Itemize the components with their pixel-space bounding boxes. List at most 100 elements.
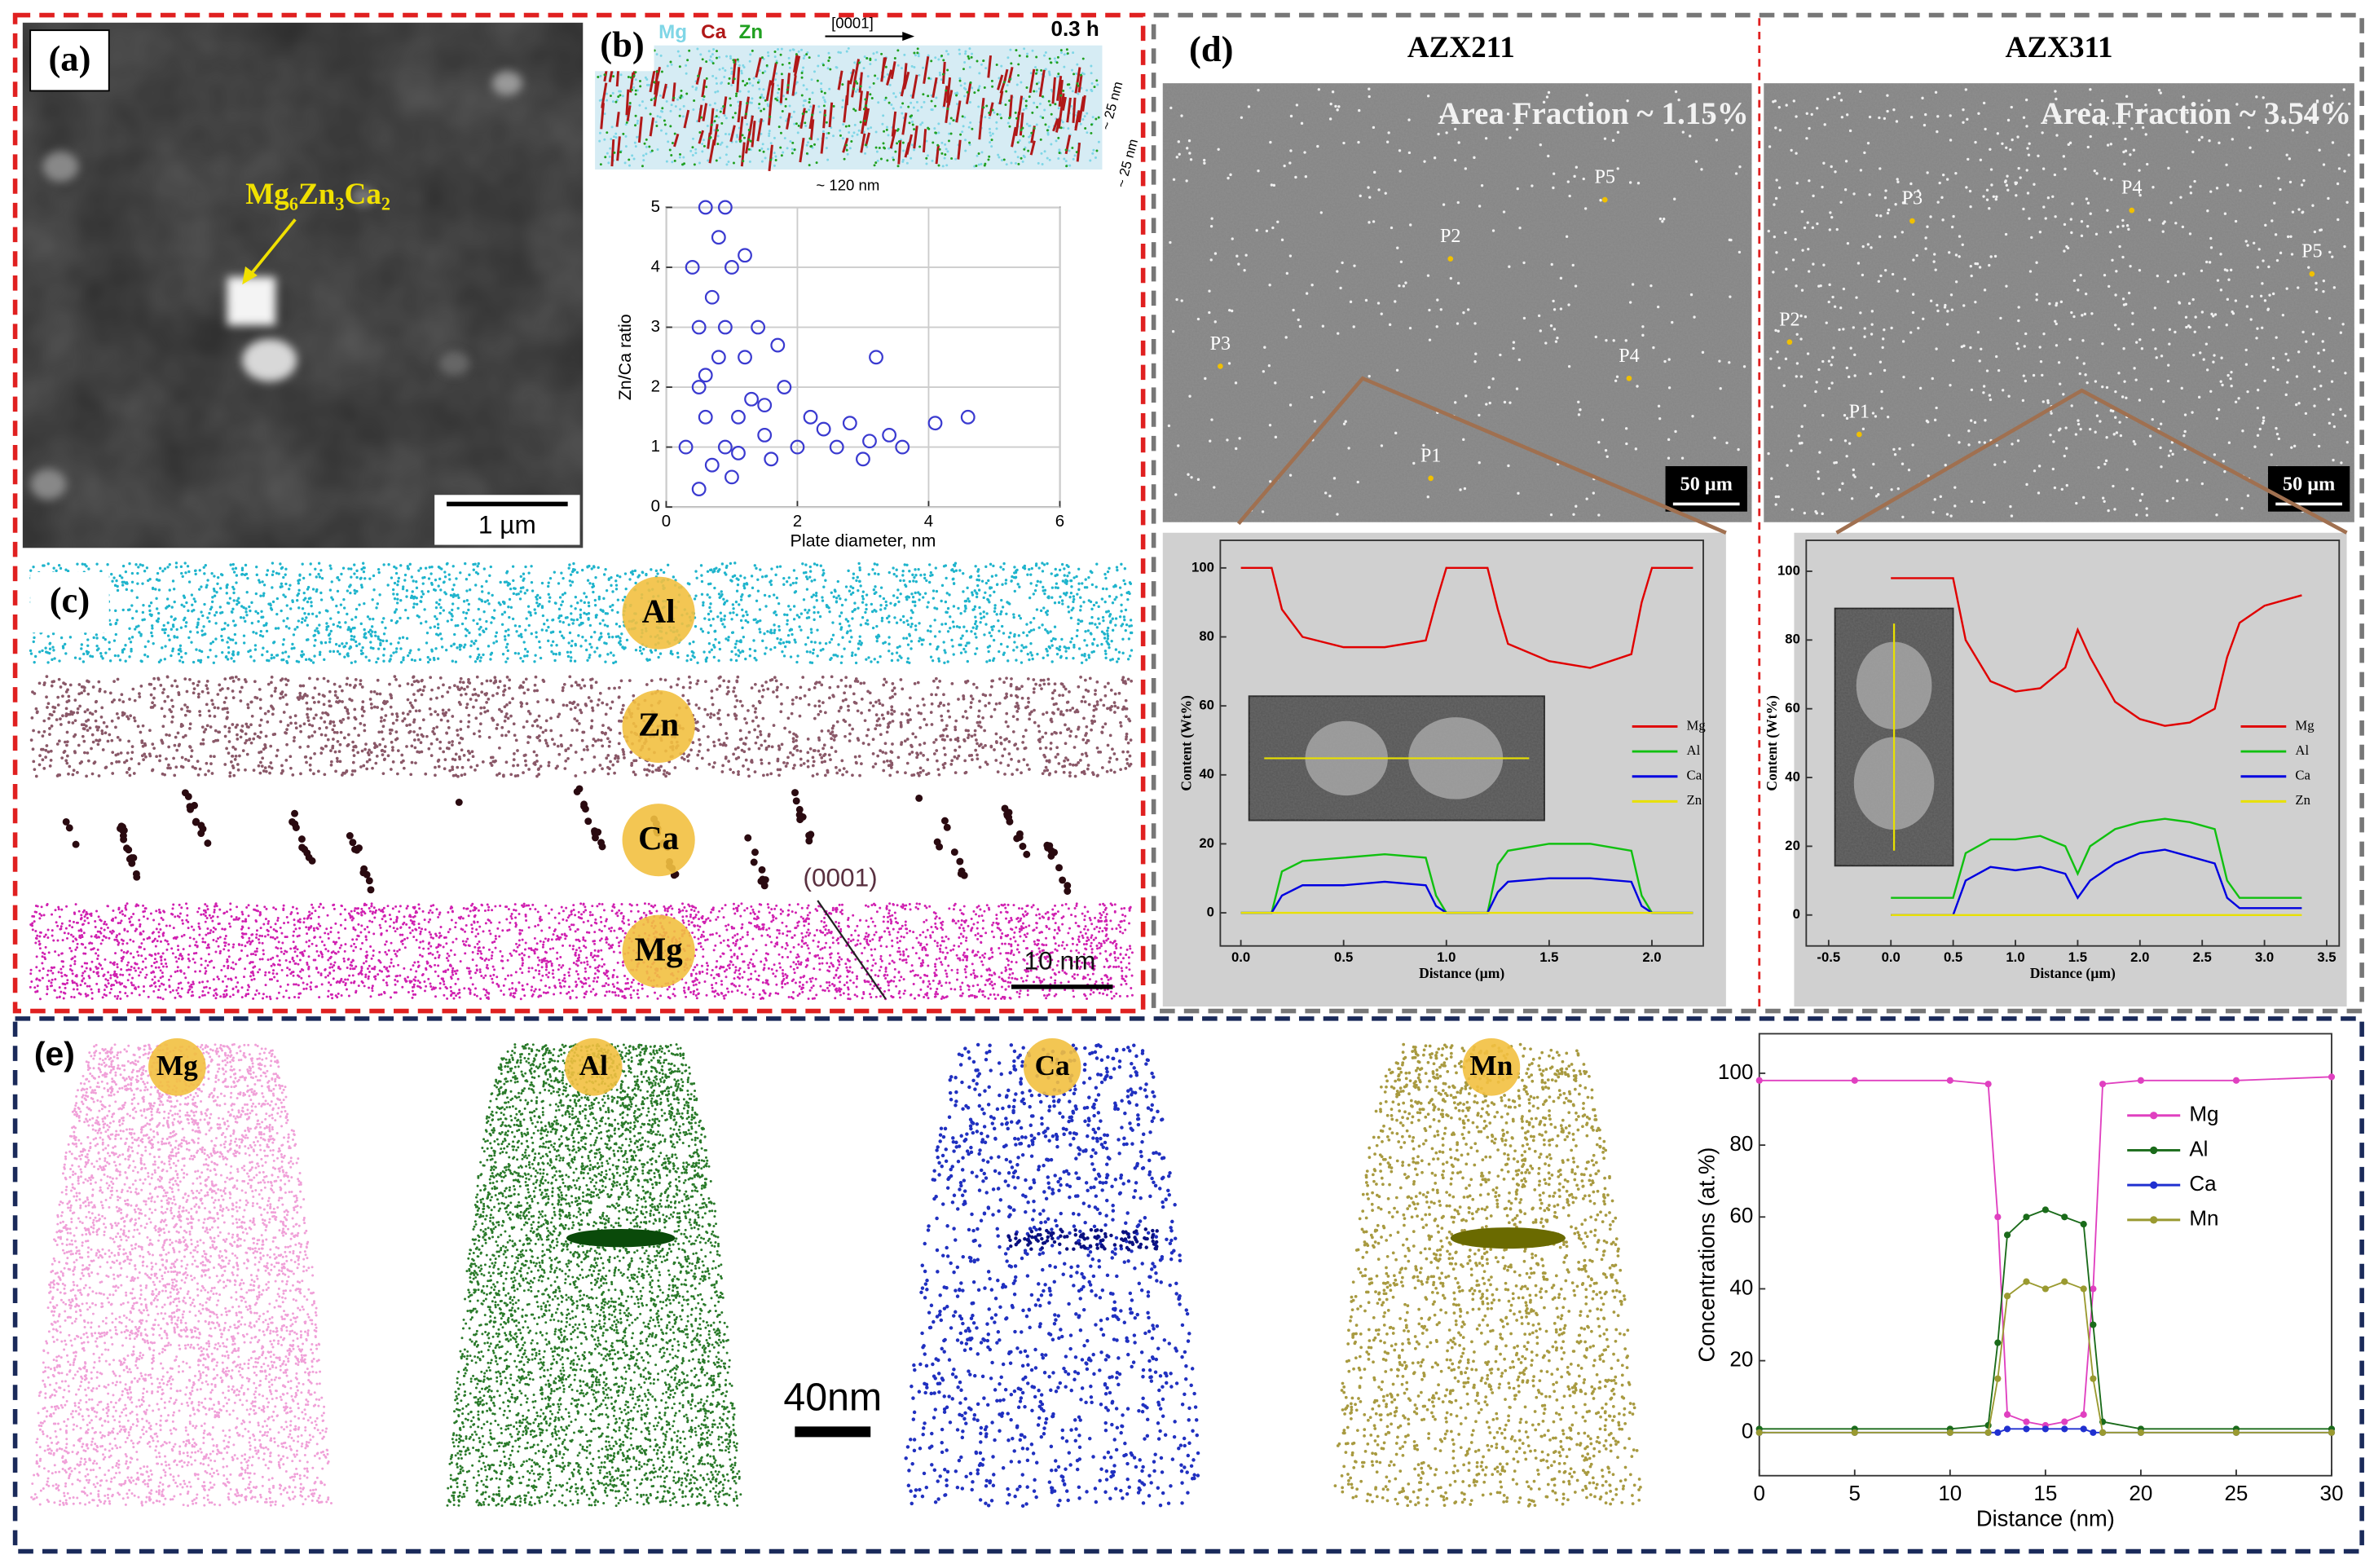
marker — [2023, 1213, 2030, 1221]
marker — [2061, 1418, 2068, 1425]
zoom-lines — [1835, 388, 2348, 535]
scale-label: 50 µm — [2283, 473, 2335, 496]
plot: 0 2 4 6 0 1 2 3 4 5 Plate diameter, nm Zn/Ca ratio — [615, 198, 1064, 551]
legend-label: Mn — [2189, 1206, 2218, 1231]
y-tick-label: 40 — [1729, 1275, 1753, 1299]
particle — [242, 339, 297, 381]
y-tick-label: 0 — [1742, 1419, 1753, 1443]
apt-strip-atoms — [597, 46, 1100, 172]
point — [856, 451, 870, 467]
element-badge — [622, 914, 695, 988]
x-tick-label: 0 — [1754, 1481, 1765, 1505]
legend-marker — [2150, 1146, 2158, 1155]
point — [704, 457, 720, 473]
x-tick-label: 5 — [1849, 1481, 1861, 1505]
marker — [1994, 1375, 2002, 1382]
marker — [1755, 1429, 1763, 1436]
particle — [42, 151, 79, 182]
point — [960, 409, 976, 425]
point — [691, 380, 707, 394]
area-fraction: Area Fraction ~ 3.54% — [2041, 96, 2351, 131]
marker — [2328, 1073, 2336, 1081]
arrow — [249, 218, 297, 277]
particle — [227, 276, 276, 326]
panel-label-box — [30, 572, 109, 633]
zoom-lines — [1236, 376, 1727, 535]
point — [757, 427, 773, 443]
element-badge — [622, 804, 695, 877]
x-tick-label: 2.0 — [1642, 949, 1661, 965]
element-badge — [148, 1038, 206, 1096]
x-tick-label: 0.5 — [1334, 949, 1353, 965]
point-marker — [1626, 375, 1632, 381]
legend-label: Mg — [2295, 717, 2315, 733]
marker — [2061, 1425, 2068, 1433]
point — [725, 469, 739, 485]
y-tick-label: 20 — [1729, 1347, 1753, 1372]
point-label: P3 — [1210, 333, 1231, 355]
legend-label: Zn — [2295, 792, 2310, 808]
x-tick-label: 3.5 — [2317, 949, 2336, 965]
y-tick-label: 60 — [1729, 1203, 1753, 1227]
marker — [2232, 1429, 2240, 1436]
y-tick-label: 40 — [1199, 766, 1214, 782]
frame-e — [12, 1016, 2364, 1554]
point — [685, 260, 700, 275]
scale-label: 10 nm — [1024, 945, 1096, 975]
atom-strip — [29, 675, 1134, 778]
atom-cloud — [1333, 1042, 1642, 1508]
marker — [2003, 1293, 2011, 1300]
point-marker — [2309, 271, 2315, 277]
x-axis-label: Distance (µm) — [2030, 965, 2116, 981]
plot: 0.0 0.5 1.0 1.5 2.0 0 20 40 60 80 100 Distance (µm)… — [1178, 540, 1706, 981]
element-label: Al — [579, 1050, 608, 1081]
x-tick-label: 0.5 — [1944, 949, 1962, 965]
element-label: Ca — [638, 820, 679, 857]
point — [803, 409, 818, 425]
point — [738, 248, 752, 263]
marker — [2061, 1278, 2068, 1285]
x-tick-label: 2.0 — [2130, 949, 2149, 965]
y-tick-label: 100 — [1777, 562, 1800, 578]
marker — [1994, 1213, 2002, 1221]
precipitate-disc — [566, 1229, 676, 1248]
x-tick-label: 1.5 — [2068, 949, 2087, 965]
y-tick-label: 80 — [1729, 1131, 1753, 1156]
marker — [2061, 1213, 2068, 1221]
y-tick-label: 100 — [1191, 559, 1214, 575]
point — [731, 446, 746, 460]
y-tick-label: 80 — [1785, 632, 1800, 647]
point-marker — [2129, 207, 2135, 214]
direction-label: [0001] — [831, 15, 874, 32]
point-label: P5 — [1595, 166, 1615, 188]
element-badge — [622, 576, 695, 650]
particle — [438, 350, 469, 376]
precipitate-atoms — [1006, 1227, 1159, 1252]
y-tick-label: 4 — [651, 258, 660, 275]
x-tick-label: 30 — [2320, 1481, 2344, 1505]
sem-images: Area Fraction ~ 1.15% P1 P2 P3 P4 P5 50 µm Area… — [1162, 83, 2354, 522]
marker — [2090, 1429, 2097, 1436]
marker — [2041, 1285, 2049, 1293]
point — [691, 319, 707, 335]
point-label: P4 — [1619, 345, 1639, 367]
x-tick-label: 1.0 — [1437, 949, 1456, 965]
y-axis-label: Concentrations (at.%) — [1694, 1147, 1720, 1363]
legend-label: Mg — [2189, 1102, 2218, 1126]
point — [770, 337, 786, 353]
legend-element: Mg — [658, 21, 687, 43]
arrow-head — [242, 266, 258, 285]
x-tick-label: 0 — [662, 513, 671, 531]
y-tick-label: 60 — [1785, 700, 1800, 716]
ca-streaks — [600, 54, 1086, 172]
marker — [1851, 1429, 1858, 1436]
x-tick-label: 1.0 — [2006, 949, 2024, 965]
legend-label: Zn — [1687, 792, 1702, 808]
point — [738, 350, 752, 365]
y-tick-label: 80 — [1199, 628, 1214, 644]
legend-marker — [2150, 1112, 2158, 1120]
scale-label: 1 µm — [478, 510, 536, 540]
legend-label: Ca — [2295, 768, 2310, 783]
point — [717, 319, 733, 335]
